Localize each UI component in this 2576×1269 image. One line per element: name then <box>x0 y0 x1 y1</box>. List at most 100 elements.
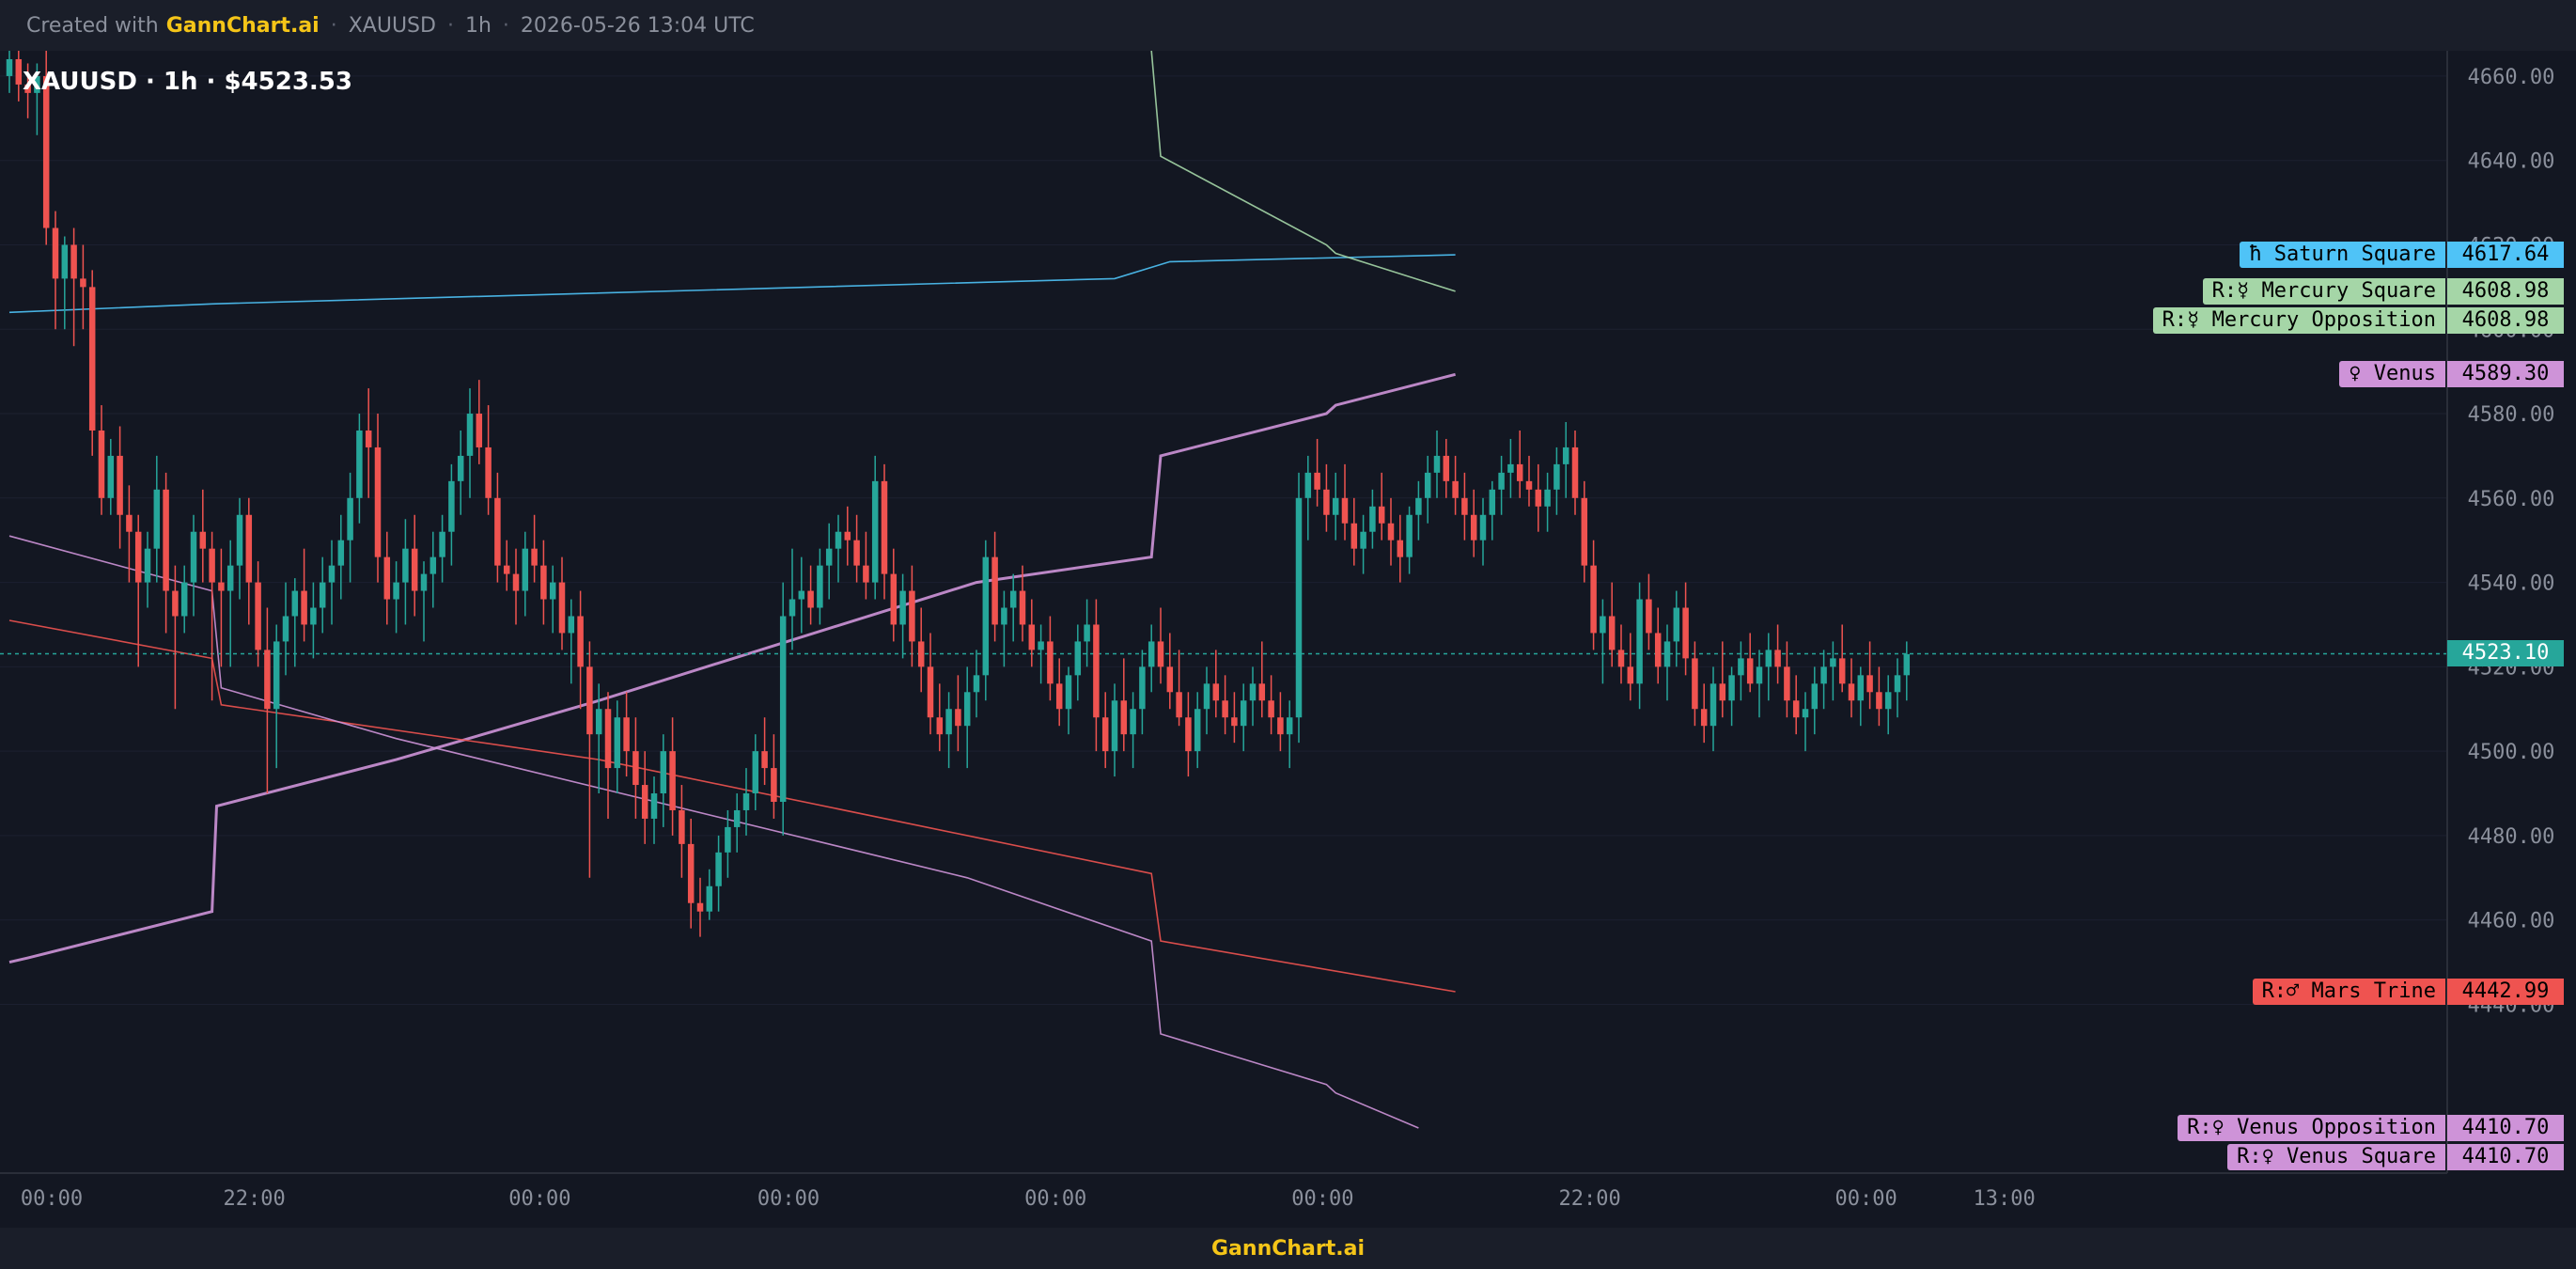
candle-body <box>1433 455 1441 473</box>
interval-text: 1h <box>464 13 492 38</box>
candle-body <box>1277 717 1284 735</box>
candle-body <box>963 692 971 727</box>
candle-body <box>982 556 990 676</box>
candle-body <box>1663 641 1671 667</box>
candle-body <box>899 590 906 625</box>
y-tick-label: 4460.00 <box>2468 910 2555 933</box>
candle-body <box>1332 497 1339 515</box>
candle-body <box>1507 463 1514 473</box>
x-tick-label: 22:00 <box>1558 1187 1620 1211</box>
candle-body <box>337 540 345 566</box>
candle-body <box>1673 607 1680 642</box>
candle-body <box>549 582 556 600</box>
candle-body <box>641 785 648 819</box>
candle-body <box>1176 692 1182 718</box>
candle-body <box>209 548 215 583</box>
candle-body <box>1074 641 1082 676</box>
candle-body <box>117 455 123 515</box>
candle-body <box>807 590 814 608</box>
candle-body <box>1784 666 1790 701</box>
candle-body <box>1848 683 1855 701</box>
candle-body <box>1710 683 1717 727</box>
chart-title: XAUUSD · 1h · $4523.53 <box>23 68 352 96</box>
candle-body <box>1636 599 1643 684</box>
candle-body <box>282 616 289 642</box>
candle-body <box>1489 489 1496 515</box>
candle-body <box>1387 523 1395 540</box>
level-lines <box>0 50 2447 1129</box>
candle-body <box>1452 480 1459 498</box>
candle-body <box>1222 700 1228 718</box>
candle-body <box>669 751 676 810</box>
candle-body <box>1360 531 1366 549</box>
level-price-label: 4589.30 <box>2447 361 2564 388</box>
candle-body <box>1093 624 1100 718</box>
candle-body <box>1700 709 1708 727</box>
candle-body <box>1378 506 1385 524</box>
candle-body <box>1876 692 1882 710</box>
candle-body <box>1470 514 1477 540</box>
candle-body <box>752 751 759 794</box>
candle-body <box>825 548 833 566</box>
candle-body <box>1028 624 1036 650</box>
candle-body <box>1038 641 1044 650</box>
candle-body <box>347 497 353 540</box>
candle-body <box>42 75 50 228</box>
candle-body <box>1350 523 1358 549</box>
candle-body <box>614 717 621 769</box>
candle-body <box>1894 675 1901 693</box>
candle-body <box>1738 658 1744 676</box>
candle-body <box>835 531 842 549</box>
candle-body <box>98 430 105 498</box>
level-price-label: 4617.64 <box>2447 242 2564 269</box>
candle-body <box>70 244 77 279</box>
candle-body <box>255 582 261 650</box>
candle-body <box>1857 675 1865 701</box>
candle-body <box>1461 497 1468 515</box>
grid-lines <box>0 75 2447 1005</box>
candle-body <box>936 717 944 735</box>
candle-body <box>1286 717 1293 735</box>
candle-body <box>761 751 768 769</box>
candle-body <box>679 809 685 844</box>
candle-body <box>955 709 961 727</box>
separator: · <box>446 13 454 38</box>
candle-body <box>485 446 492 498</box>
candle-body <box>927 666 934 718</box>
candle-body <box>742 793 750 810</box>
footer-brand[interactable]: GannChart.ai <box>1211 1236 1365 1261</box>
level-line <box>8 535 1419 1129</box>
candle-body <box>687 843 695 903</box>
candle-body <box>1249 683 1257 701</box>
candle-body <box>1084 624 1090 642</box>
candle-body <box>863 565 869 583</box>
candle-body <box>1157 641 1164 667</box>
candle-body <box>1130 709 1136 735</box>
candle-body <box>301 590 307 625</box>
candle-body <box>1866 675 1873 693</box>
candle-body <box>1120 700 1128 735</box>
candle-body <box>512 573 520 591</box>
candle-body <box>1719 683 1726 701</box>
candle-body <box>1525 480 1533 490</box>
candle-body <box>1147 641 1155 667</box>
candle-body <box>126 514 133 532</box>
candle-body <box>991 556 998 625</box>
candle-body <box>890 573 898 625</box>
candle-body <box>180 582 188 617</box>
candle-body <box>1009 590 1017 608</box>
candle-body <box>163 489 169 591</box>
candle-body <box>1369 506 1376 532</box>
candle-body <box>1820 666 1827 684</box>
candle-body <box>1304 472 1312 498</box>
x-tick-label: 00:00 <box>508 1187 570 1211</box>
brand-link[interactable]: GannChart.ai <box>165 13 320 38</box>
level-line <box>8 619 1456 993</box>
candle-body <box>844 531 851 540</box>
candle-body <box>1811 683 1819 710</box>
candle-body <box>1692 658 1698 710</box>
level-name-label: ♀ Venus <box>2339 361 2445 388</box>
candle-body <box>1903 653 1911 676</box>
candle-body <box>144 548 151 583</box>
